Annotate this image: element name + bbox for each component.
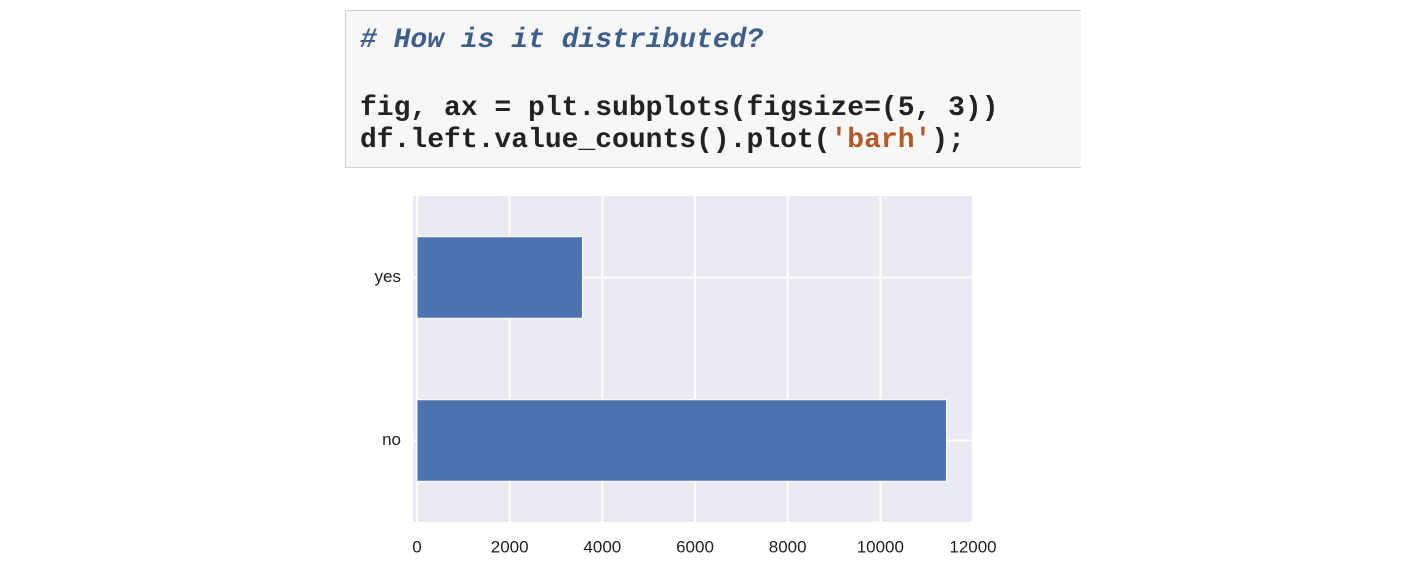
code-token: fig, ax = plt.subplots(figsize=(5, 3))	[360, 93, 999, 124]
code-token: df.left.value_counts().plot(	[360, 125, 831, 156]
x-tick-label: 2000	[491, 537, 529, 556]
y-tick-label: no	[382, 430, 401, 449]
code-token: # How is it distributed?	[360, 25, 764, 56]
code-cell: # How is it distributed? fig, ax = plt.su…	[345, 10, 1081, 168]
code-token: );	[931, 125, 965, 156]
code-line: # How is it distributed?	[360, 25, 763, 56]
code-line: df.left.value_counts().plot('barh');	[360, 125, 965, 156]
x-tick-label: 0	[412, 537, 421, 556]
y-tick-label: yes	[375, 267, 401, 286]
bar	[416, 399, 947, 482]
x-tick-label: 6000	[676, 537, 714, 556]
x-tick-label: 12000	[949, 537, 996, 556]
code-token: 'barh'	[830, 125, 932, 156]
bar	[416, 236, 583, 319]
x-tick-label: 4000	[583, 537, 621, 556]
x-tick-label: 10000	[857, 537, 904, 556]
code-line: fig, ax = plt.subplots(figsize=(5, 3))	[360, 93, 999, 124]
x-tick-label: 8000	[769, 537, 807, 556]
